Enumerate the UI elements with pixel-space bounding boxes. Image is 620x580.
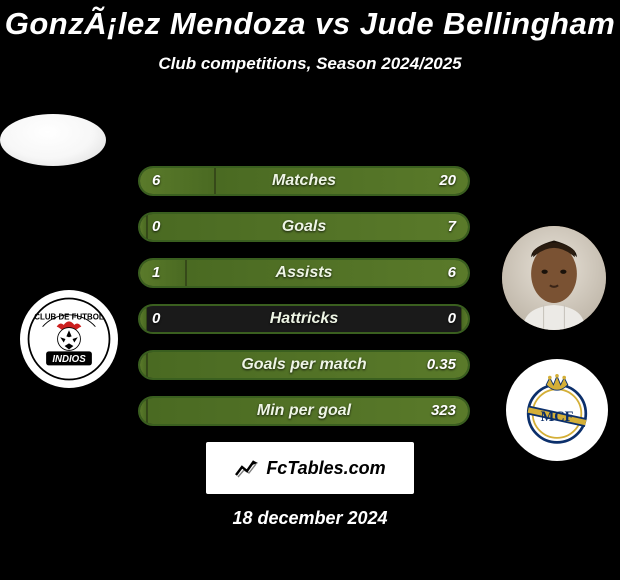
stat-label: Goals per match — [140, 352, 468, 378]
stat-label: Matches — [140, 168, 468, 194]
stat-value-p2: 323 — [431, 398, 456, 424]
svg-text:CLUB DE FUTBOL: CLUB DE FUTBOL — [34, 313, 104, 322]
indios-badge-icon: CLUB DE FUTBOL INDIOS — [25, 295, 113, 383]
svg-text:INDIOS: INDIOS — [52, 354, 86, 365]
stat-value-p1: 0 — [152, 214, 160, 240]
stat-bar: 6 20Matches — [138, 166, 470, 196]
footer-brand-badge: FcTables.com — [206, 442, 414, 494]
stat-label: Hattricks — [140, 306, 468, 332]
comparison-panel: CLUB DE FUTBOL INDIOS — [0, 114, 620, 426]
stat-value-p2: 0.35 — [427, 352, 456, 378]
player1-club-badge: CLUB DE FUTBOL INDIOS — [20, 290, 118, 388]
real-madrid-badge-icon: MCF — [512, 365, 602, 455]
stat-value-p1: 0 — [152, 306, 160, 332]
fctables-logo-icon — [234, 457, 260, 479]
stat-label: Assists — [140, 260, 468, 286]
stat-bar: 323Min per goal — [138, 396, 470, 426]
stat-bars: 620Matches07Goals16Assists00Hattricks0.3… — [138, 166, 470, 426]
subtitle: Club competitions, Season 2024/2025 — [0, 54, 620, 74]
stat-value-p1: 6 — [152, 168, 160, 194]
stat-value-p2: 0 — [448, 306, 456, 332]
player2-avatar — [502, 226, 606, 330]
stat-bar: 0.35Goals per match — [138, 350, 470, 380]
date-line: 18 december 2024 — [0, 508, 620, 529]
stat-label: Goals — [140, 214, 468, 240]
stat-bar: 1 6Assists — [138, 258, 470, 288]
player1-avatar — [0, 114, 106, 166]
player2-club-badge: MCF — [506, 359, 608, 461]
svg-text:MCF: MCF — [541, 409, 574, 425]
page-title: GonzÃ¡lez Mendoza vs Jude Bellingham — [0, 0, 620, 44]
stat-value-p1: 1 — [152, 260, 160, 286]
stat-value-p2: 6 — [448, 260, 456, 286]
stat-label: Min per goal — [140, 398, 468, 424]
stat-value-p2: 20 — [439, 168, 456, 194]
stat-bar: 0 0Hattricks — [138, 304, 470, 334]
stat-bar: 0 7Goals — [138, 212, 470, 242]
stat-value-p2: 7 — [448, 214, 456, 240]
footer-brand-text: FcTables.com — [266, 458, 385, 479]
